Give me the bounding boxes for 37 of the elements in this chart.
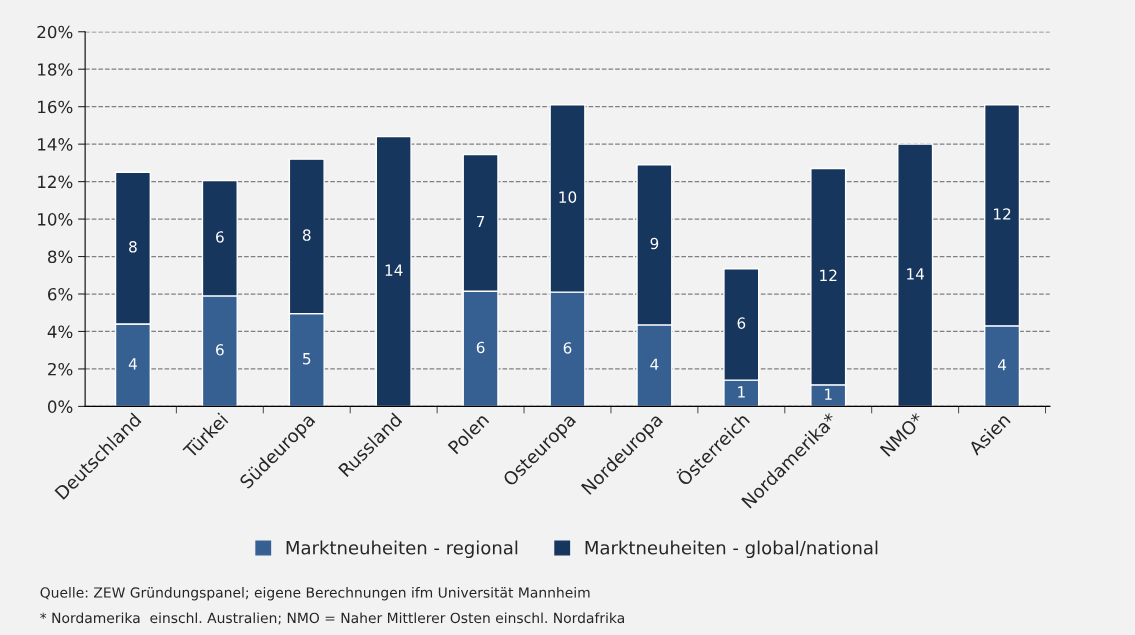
y-tick-label: 12% bbox=[38, 175, 73, 189]
data-label: 4 bbox=[128, 358, 137, 370]
y-tick-label: 6% bbox=[48, 287, 73, 301]
data-label: 4 bbox=[997, 359, 1007, 371]
y-tick-label: 4% bbox=[47, 325, 73, 339]
legend-label: Marktneuheiten - global/national bbox=[585, 540, 878, 559]
data-label: 6 bbox=[476, 341, 485, 354]
data-label: 8 bbox=[129, 240, 137, 253]
y-tick-label: 14% bbox=[38, 138, 73, 151]
legend-label: Marktneuheiten - regional bbox=[286, 540, 518, 559]
y-tick-label: 2% bbox=[48, 362, 73, 376]
y-tick-label: 16% bbox=[38, 100, 73, 114]
data-label: 14 bbox=[385, 264, 403, 276]
data-label: 14 bbox=[907, 268, 925, 280]
bar bbox=[897, 143, 934, 407]
data-label: 9 bbox=[650, 237, 659, 250]
y-tick-label: 10% bbox=[38, 213, 73, 226]
y-tick-label: 18% bbox=[38, 63, 73, 76]
data-label: 7 bbox=[476, 215, 485, 228]
y-tick-label: 0% bbox=[47, 400, 73, 413]
bar bbox=[375, 135, 412, 407]
data-label: 6 bbox=[737, 317, 746, 329]
data-label: 4 bbox=[650, 358, 659, 370]
y-tick-label: 8% bbox=[48, 250, 73, 264]
data-label: 6 bbox=[216, 231, 224, 243]
data-label: 5 bbox=[303, 353, 311, 365]
data-label: 12 bbox=[820, 269, 837, 281]
data-label: 1 bbox=[738, 386, 745, 398]
data-label: 10 bbox=[559, 191, 577, 203]
data-label: 6 bbox=[216, 344, 224, 356]
data-label: 8 bbox=[302, 229, 311, 241]
y-tick-label: 20% bbox=[37, 25, 73, 39]
data-label: 1 bbox=[825, 388, 832, 400]
data-label: 12 bbox=[994, 208, 1011, 220]
data-label: 6 bbox=[563, 342, 572, 354]
source-note: Quelle: ZEW Gründungspanel; eigene Berechnungen ifm Universität Mannheim bbox=[40, 587, 590, 601]
text: * Nordamerika einschl. Australien; NMO = Naher Mittlerer Osten einschl. Nordafrika bbox=[40, 612, 624, 625]
